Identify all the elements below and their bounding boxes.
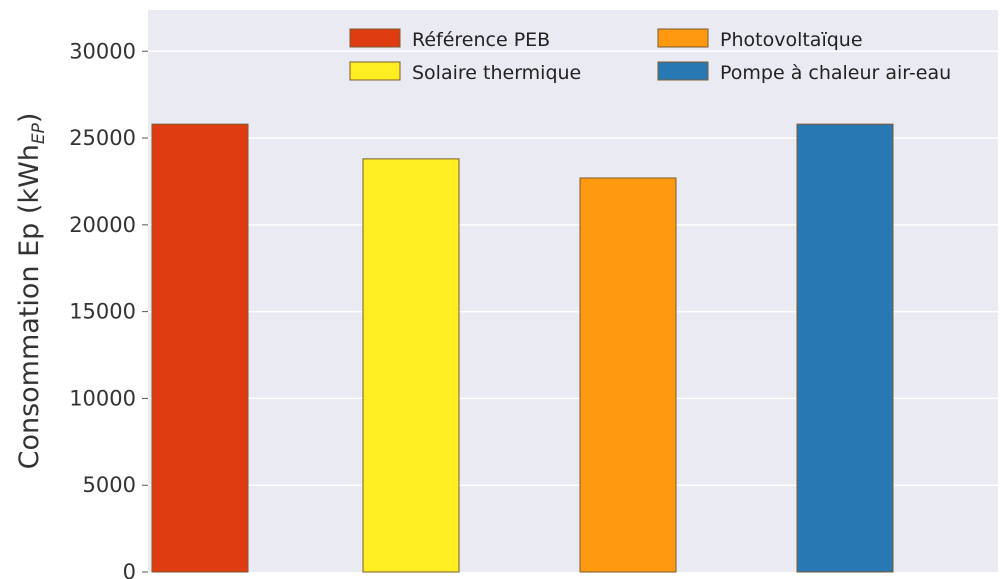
y-axis-label: Consommation Ep (kWhEP)	[14, 113, 49, 470]
bar	[151, 123, 249, 573]
legend-swatch	[349, 28, 401, 48]
legend-label: Pompe à chaleur air-eau	[720, 62, 951, 84]
y-axis-ticks: 0 5000 10000 15000 20000 25000 30000	[69, 39, 148, 579]
legend-swatch	[657, 61, 709, 81]
gridlines	[148, 50, 998, 486]
y-tick-label: 30000	[69, 39, 136, 63]
legend-swatch	[349, 61, 401, 81]
legend: Référence PEB Photovoltaïque Solaire therm…	[349, 28, 951, 84]
bar	[796, 123, 894, 573]
legend-label: Référence PEB	[412, 29, 550, 51]
y-tick-label: 25000	[69, 126, 136, 150]
bars	[151, 123, 894, 573]
y-tick-label: 5000	[83, 473, 136, 497]
y-tick-label: 20000	[69, 213, 136, 237]
y-tick-label: 15000	[69, 300, 136, 324]
legend-label: Photovoltaïque	[720, 29, 863, 51]
bar	[362, 158, 460, 573]
y-tick-label: 0	[123, 560, 136, 579]
bar	[579, 177, 677, 573]
legend-swatch	[657, 28, 709, 48]
y-tick-label: 10000	[69, 386, 136, 410]
legend-label: Solaire thermique	[412, 62, 581, 84]
